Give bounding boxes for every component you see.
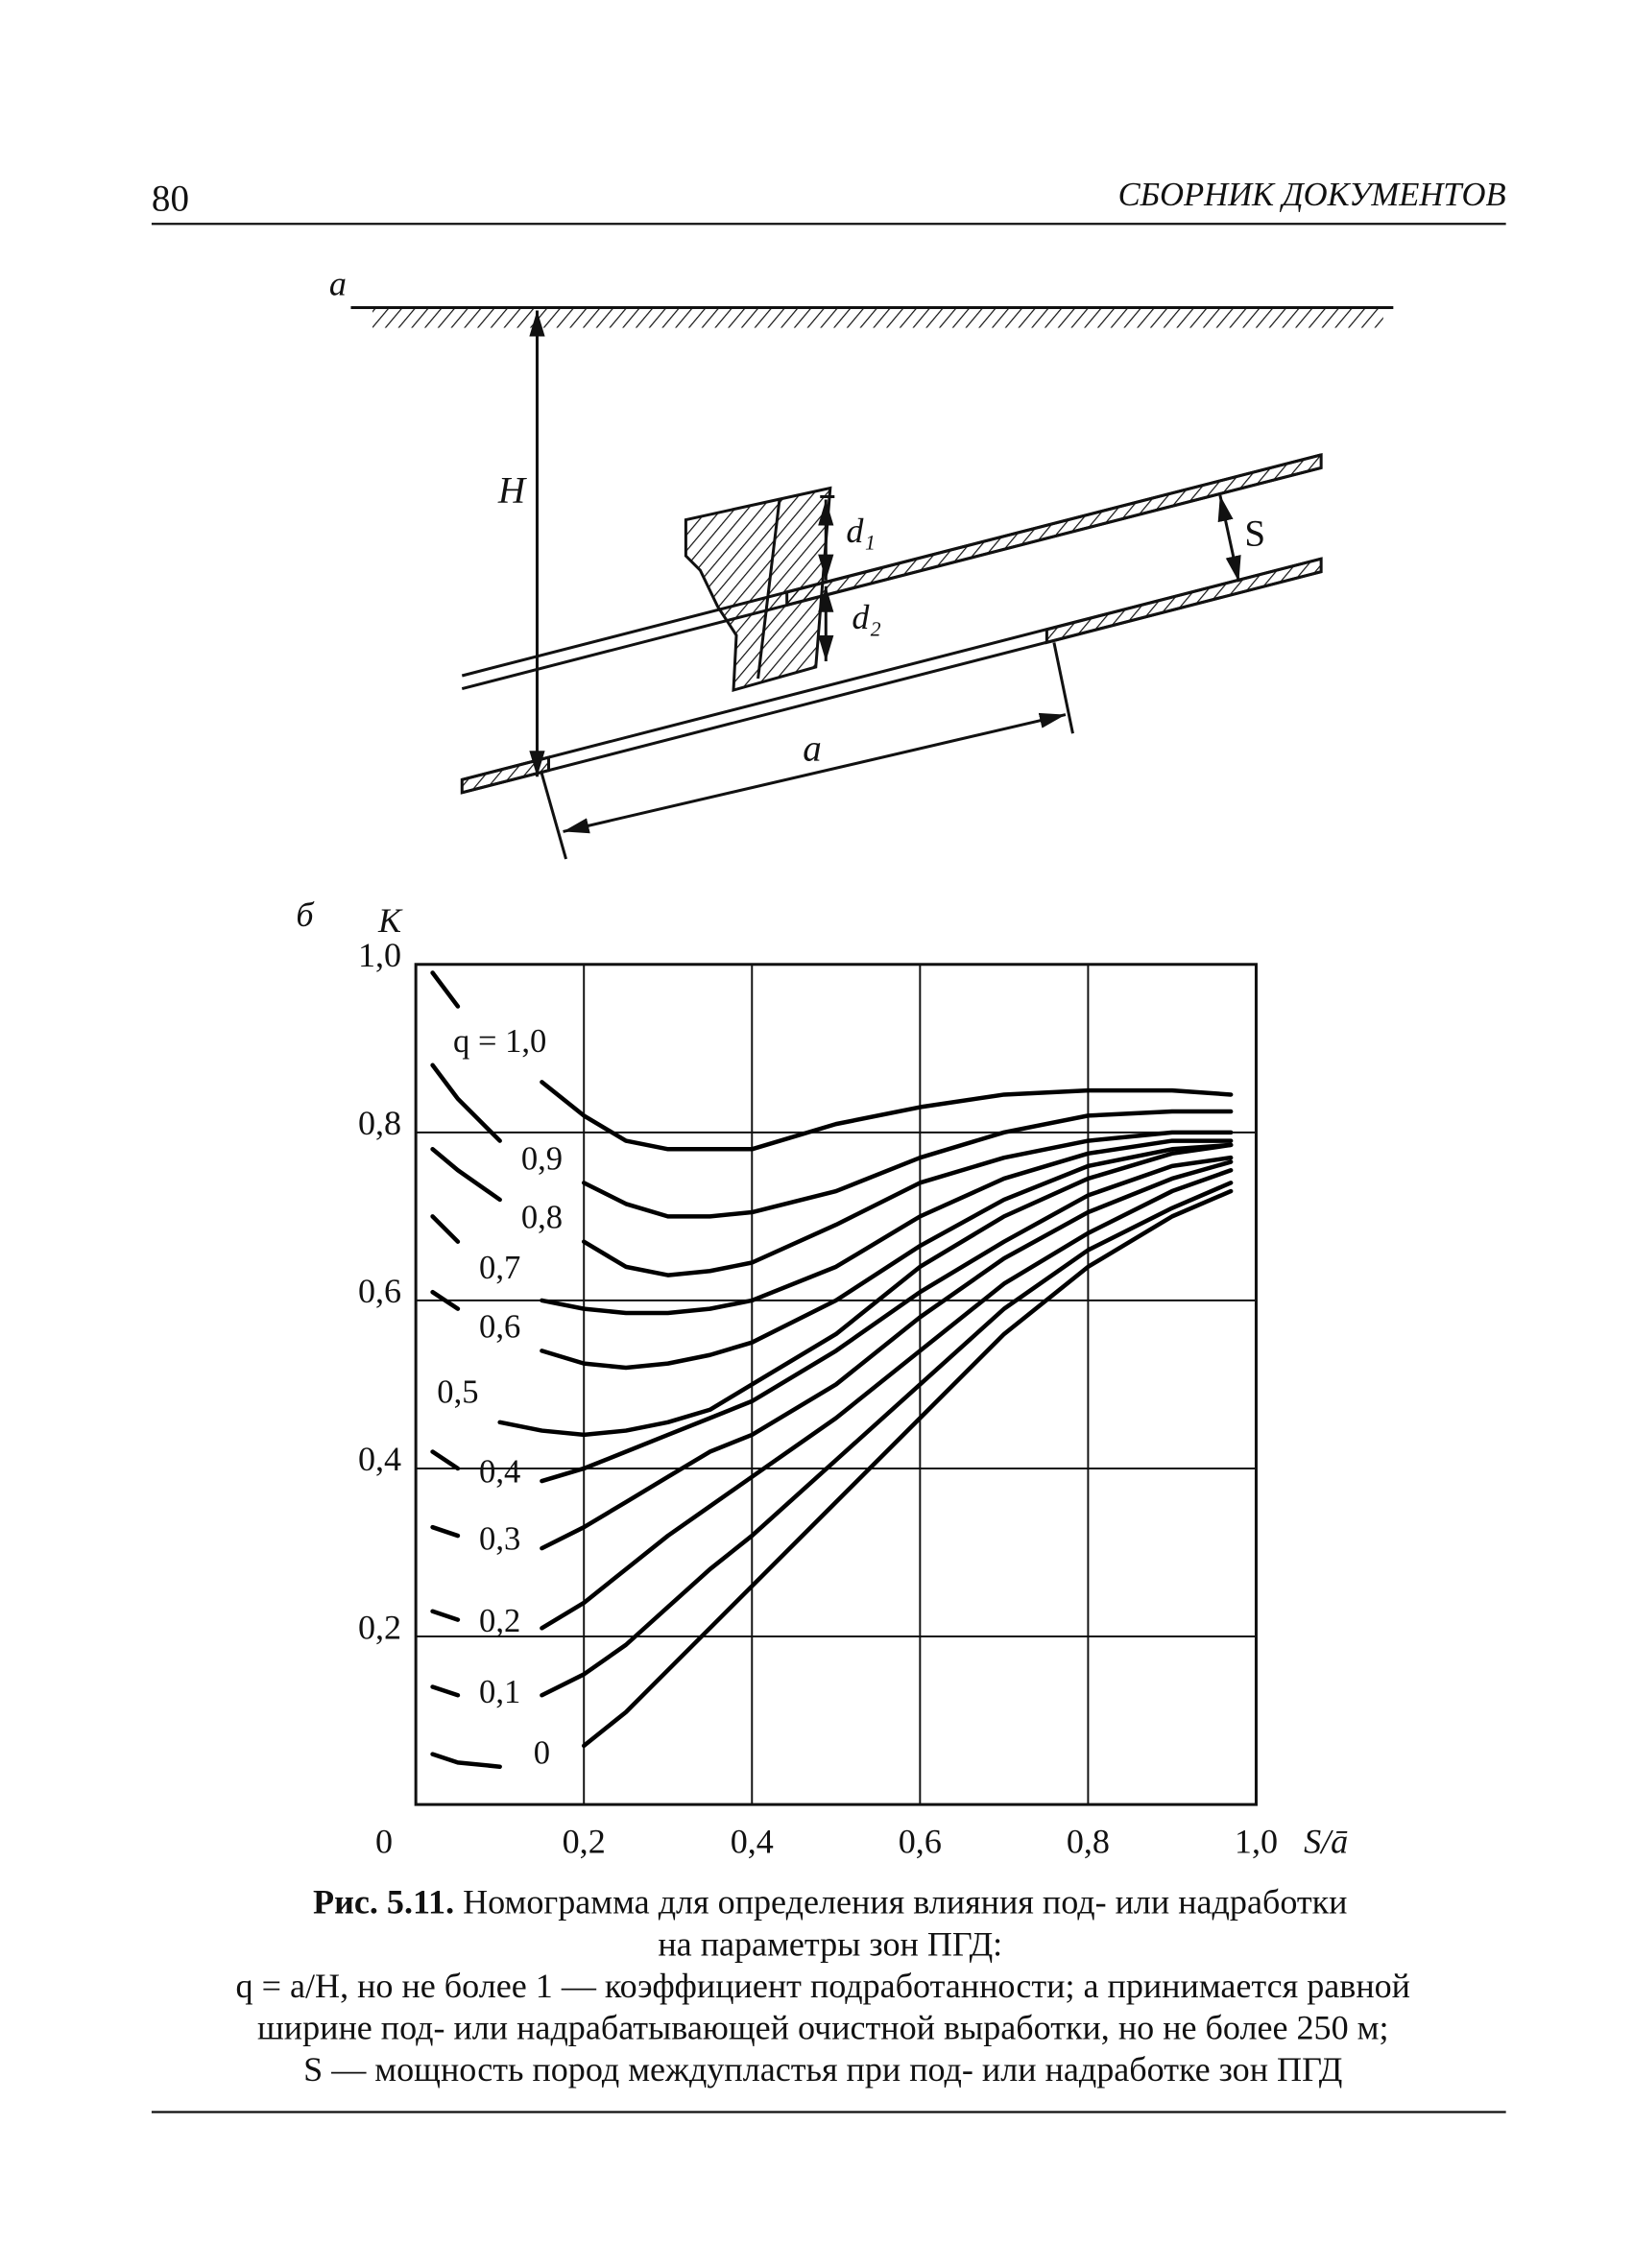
curve <box>430 1062 1234 1219</box>
x-tick-label: 0,4 <box>731 1822 774 1860</box>
y-tick-label: 0,4 <box>358 1440 401 1478</box>
curve <box>497 1142 1234 1438</box>
curve-label: 0,9 <box>521 1140 563 1177</box>
figure-number: Рис. 5.11. <box>313 1883 454 1922</box>
x-tick-label: 0 <box>375 1822 393 1860</box>
dimension-s <box>1217 494 1241 583</box>
curve-label: q = 1,0 <box>453 1023 546 1060</box>
curve <box>430 1130 1234 1277</box>
y-tick-label: 0,8 <box>358 1104 401 1142</box>
page-number: 80 <box>152 179 189 220</box>
running-title: СБОРНИК ДОКУМЕНТОВ <box>1118 177 1506 213</box>
x-tick-label: 1,0 <box>1235 1822 1278 1860</box>
curve <box>430 1142 1234 1371</box>
curve <box>430 1138 1234 1316</box>
plot-frame <box>414 963 1258 1806</box>
label-a: a <box>803 728 822 770</box>
x-axis-label: S/ā <box>1304 1822 1348 1860</box>
y-tick-label: 0,6 <box>358 1272 401 1310</box>
curve-label: 0,8 <box>521 1200 563 1236</box>
curve <box>430 1188 1234 1769</box>
curve-label: 0 <box>534 1735 550 1772</box>
y-tick-label: 1,0 <box>358 936 401 974</box>
label-d1: d₁ <box>846 512 876 550</box>
caption-line: Рис. 5.11. Номограмма для определения вл… <box>313 1883 1347 1922</box>
curve <box>430 1167 1234 1631</box>
curve <box>430 1159 1234 1551</box>
caption-line: ширине под- или надрабатывающей очистной… <box>257 2009 1389 2047</box>
caption-line: S — мощность пород междупластья при под-… <box>303 2050 1342 2089</box>
ext-line <box>1052 642 1074 734</box>
curve <box>430 1181 1234 1698</box>
panel-label: а <box>329 265 347 303</box>
curve-label: 0,3 <box>479 1520 520 1557</box>
x-tick-label: 0,2 <box>563 1822 606 1860</box>
curve-label: 0,1 <box>479 1674 520 1710</box>
label-d2: d₂ <box>852 598 881 636</box>
y-axis-label: K <box>377 901 403 940</box>
panel-label: б <box>296 895 315 934</box>
y-tick-label: 0,2 <box>358 1608 401 1646</box>
curve <box>430 970 1234 1152</box>
x-tick-label: 0,6 <box>899 1822 942 1860</box>
ext-line <box>540 772 568 860</box>
dimension-a <box>563 712 1067 834</box>
caption-line: q = a/H, но не более 1 — коэффициент под… <box>236 1967 1410 2005</box>
curve-label: 0,5 <box>437 1373 478 1410</box>
caption-text: Номограмма для определения влияния под- … <box>463 1883 1347 1922</box>
block-edge <box>756 497 781 680</box>
x-tick-label: 0,8 <box>1067 1822 1110 1860</box>
chart: 0,2 0,4 0,6 0,8 1,0 0 0,2 0,4 0,6 0,8 1,0 q = 1,0 0,… <box>358 936 1278 1860</box>
curve-label: 0,7 <box>479 1250 520 1286</box>
curve <box>430 1155 1234 1484</box>
ground-hatch <box>372 307 1383 328</box>
curve-label: 0,2 <box>479 1603 520 1639</box>
seam-hatch <box>460 755 551 795</box>
caption-line: на параметры зон ПГД: <box>658 1924 1002 1963</box>
figure-a: а H d₁ d₂ S a <box>329 265 1394 860</box>
curve-label: 0,4 <box>479 1453 520 1490</box>
label-s: S <box>1244 513 1265 555</box>
seam-hatch <box>1045 557 1323 645</box>
label-h: H <box>497 469 527 511</box>
curve-label: 0,6 <box>479 1308 520 1345</box>
